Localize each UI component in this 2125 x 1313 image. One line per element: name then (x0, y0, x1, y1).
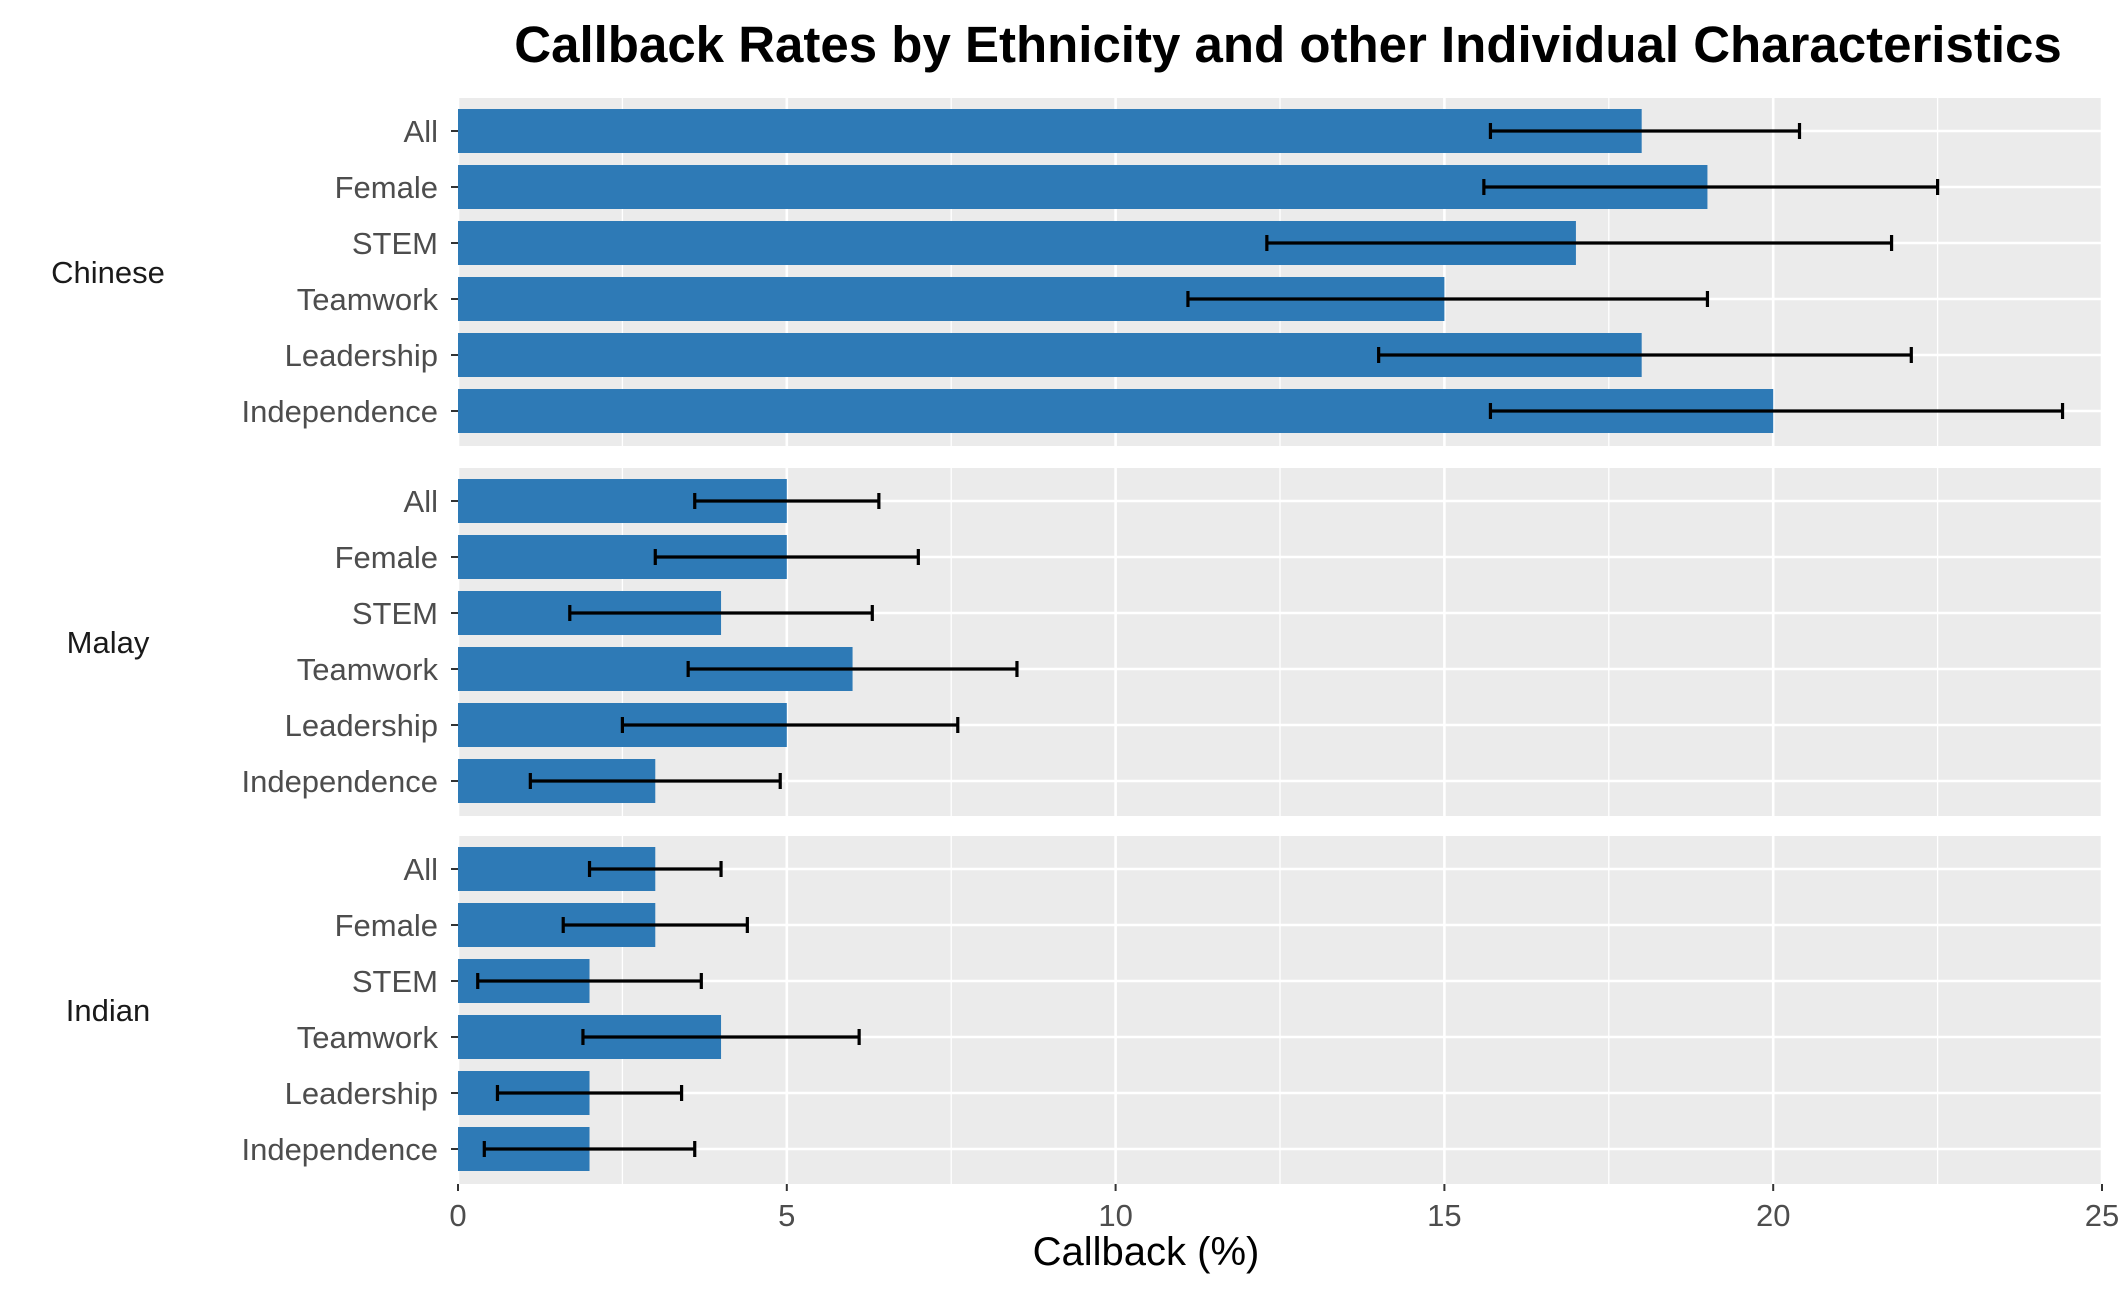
category-label: STEM (352, 964, 438, 999)
x-tick-label: 20 (1756, 1198, 1790, 1233)
category-label: Leadership (285, 1076, 438, 1111)
category-label: Female (335, 170, 438, 205)
facet-label-indian: Indian (66, 993, 150, 1028)
x-tick-label: 0 (449, 1198, 466, 1233)
error-bar (686, 661, 1019, 677)
x-axis-title: Callback (%) (1033, 1230, 1260, 1274)
error-bar (1186, 291, 1710, 307)
category-label: Female (335, 540, 438, 575)
error-bar (693, 493, 881, 509)
error-bar (653, 549, 920, 565)
category-label: Teamwork (297, 282, 439, 317)
x-tick-label: 10 (1098, 1198, 1132, 1233)
error-bar (620, 717, 960, 733)
error-bar (495, 1085, 684, 1101)
category-label: Female (335, 908, 438, 943)
error-bar (482, 1141, 697, 1157)
facet-malay: All Female STEM Teamwork Leadership Independe… (67, 468, 2104, 816)
facet-indian: All Female STEM Teamwork Leadership Independe… (66, 836, 2104, 1184)
category-label: Independence (241, 764, 438, 799)
category-label: Leadership (285, 338, 438, 373)
error-bar (1377, 347, 1913, 363)
category-label: STEM (352, 226, 438, 261)
category-label: All (404, 484, 438, 519)
error-bar (561, 917, 749, 933)
category-label: Teamwork (297, 652, 439, 687)
error-bar (581, 1029, 861, 1045)
error-bar (1488, 123, 1802, 139)
x-tick-label: 15 (1427, 1198, 1461, 1233)
facet-chinese: All Female STEM Teamwork Leadership Independe… (51, 98, 2104, 446)
category-label: STEM (352, 596, 438, 631)
category-label: Independence (241, 394, 438, 429)
x-axis-ticks: 0 5 10 15 20 25 (449, 1184, 2119, 1233)
category-label: All (404, 852, 438, 887)
bar-chinese-all (458, 109, 1642, 153)
category-label: Teamwork (297, 1020, 439, 1055)
error-bar (587, 861, 723, 877)
error-bar (1482, 179, 1940, 195)
facet-panels: All Female STEM Teamwork Leadership Independe… (51, 98, 2104, 1184)
x-tick-label: 5 (778, 1198, 795, 1233)
chart-title: Callback Rates by Ethnicity and other In… (514, 16, 2061, 73)
category-label: Independence (241, 1132, 438, 1167)
category-label: Leadership (285, 708, 438, 743)
error-bar (568, 605, 874, 621)
category-label: All (404, 114, 438, 149)
error-bar (528, 773, 782, 789)
facet-label-malay: Malay (67, 625, 150, 660)
error-bar (476, 973, 703, 989)
error-bar (1265, 235, 1894, 251)
x-tick-label: 25 (2085, 1198, 2119, 1233)
error-bar (1488, 403, 2065, 419)
facet-label-chinese: Chinese (51, 255, 165, 290)
